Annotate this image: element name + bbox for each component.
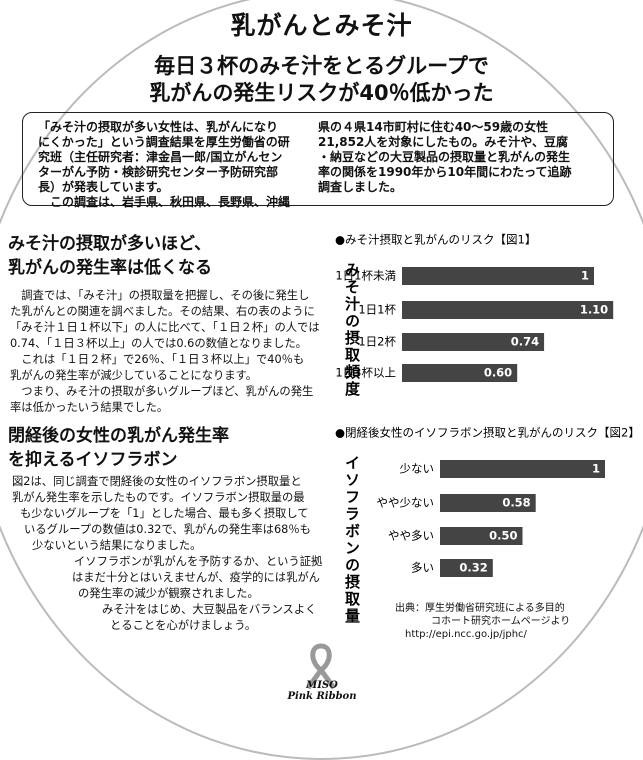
body-line: つまり、みそ汁の摂取が多いグループほど、乳がんの発生 xyxy=(10,385,314,398)
bar xyxy=(402,301,614,319)
section-heading: みそ汁の摂取が多いほど、 乳がんの発生率は低くなる xyxy=(8,232,212,280)
body-line: これは「１日２杯」で26％、「１日３杯以上」で40％も xyxy=(10,353,305,366)
subtitle: 乳がんの発生リスクが40％低かった xyxy=(149,81,494,105)
ribbon-icon xyxy=(305,643,337,690)
source-line: http://epi.ncc.go.jp/jphc/ xyxy=(405,629,527,640)
category-label: 多い xyxy=(411,561,434,575)
body-line: 率は低かったいう結果でした。 xyxy=(10,401,169,414)
bar xyxy=(440,559,493,577)
body-line: 乳がんの発生率が減少していることになります。 xyxy=(10,369,258,382)
summary-line: 長）が発表しています。 xyxy=(38,180,169,194)
body-line: はまだ十分とはいえませんが、疫学的には乳がん xyxy=(72,571,320,584)
bar xyxy=(402,267,594,285)
category-label: 1日2杯 xyxy=(358,335,396,349)
category-label: やや少ない xyxy=(377,496,435,510)
category-label: 1日1杯 xyxy=(358,303,396,317)
title: 乳がんとみそ汁 xyxy=(230,11,413,40)
category-label: 1日1杯未満 xyxy=(335,269,396,283)
summary-left: 「みそ汁の摂取が多い女性は、乳がんになり にくかった」という調査結果を厚生労働省の… xyxy=(38,120,290,210)
body-line: みそ汁をはじめ、大豆製品をバランスよく xyxy=(102,603,317,616)
chart-title: ●閉経後女性のイソフラボン摂取と乳がんのリスク【図2】 xyxy=(335,426,640,440)
value-label: 0.74 xyxy=(511,335,539,349)
value-label: 1 xyxy=(592,462,600,476)
body-line: も少ないグループを「1」とした場合、最も多く摂取して xyxy=(20,507,309,520)
summary-right: 県の４県14市町村に住む40～59歳の女性 21,852人を対象にしたもの。みそ汁… xyxy=(318,120,572,195)
value-label: 0.60 xyxy=(484,366,512,380)
bar xyxy=(402,364,518,382)
source-line: コホート研究ホームページより xyxy=(431,616,571,627)
category-label: 少ない xyxy=(400,462,435,476)
ribbon-shape xyxy=(305,643,337,690)
category-label: 1日3杯以上 xyxy=(335,366,396,380)
body-line: 調査では、「みそ汁」の摂取量を把握し、その後に発生し xyxy=(10,289,310,302)
source-line: 出典：厚生労働省研究班による多目的 xyxy=(395,603,565,614)
bar xyxy=(440,460,605,478)
value-label: 0.50 xyxy=(489,529,517,543)
bar xyxy=(440,527,523,545)
summary-line: 県の４県14市町村に住む40～59歳の女性 xyxy=(318,120,549,134)
value-label: 0.58 xyxy=(502,496,530,510)
summary-line: 究班（主任研究者：津金昌一郎/国立がんセン xyxy=(38,150,283,164)
ribbon-label: MISO Pink Ribbon xyxy=(262,680,382,702)
summary-line: にくかった」という調査結果を厚生労働省の研 xyxy=(38,135,290,149)
section-body: 調査では、「みそ汁」の摂取量を把握し、その後に発生し た乳がんとの関連を調べました… xyxy=(10,288,320,416)
section-body: 図2は、同じ調査で閉経後の女性のイソフラボン摂取量と 乳がん発生率を示したものです… xyxy=(12,474,322,634)
bar xyxy=(402,333,545,351)
value-label: 0.32 xyxy=(459,561,487,575)
ribbon-line: MISO xyxy=(306,680,338,691)
summary-line: 率の関係を1990年から10年間にわたって追跡 xyxy=(318,165,572,179)
value-label: 1 xyxy=(581,269,589,283)
value-label: 1.10 xyxy=(580,303,608,317)
body-line: 少ないという結果になりました。 xyxy=(32,539,202,552)
chart-title: ●みそ汁摂取と乳がんのリスク【図1】 xyxy=(335,233,536,247)
summary-line: この調査は、岩手県、秋田県、長野県、沖縄 xyxy=(38,195,291,209)
subtitle: 毎日３杯のみそ汁をとるグループで xyxy=(154,54,489,78)
body-line: の発生率の減少が観察されました。 xyxy=(78,587,259,600)
summary-line: ・納豆などの大豆製品の摂取量と乳がんの発生 xyxy=(318,150,571,164)
summary-line: 「みそ汁の摂取が多い女性は、乳がんになり xyxy=(38,120,279,134)
summary-line: ターがん予防・検診研究センター予防研究部 xyxy=(38,165,279,179)
heading-line: を抑えるイソフラボン xyxy=(8,450,178,470)
body-line: いるグループの数値は0.32で、乳がんの発生率は68％も xyxy=(24,523,311,536)
body-line: とることを心がけましょう。 xyxy=(110,619,257,632)
source: 出典：厚生労働省研究班による多目的 コホート研究ホームページより http://… xyxy=(395,602,570,641)
heading-line: みそ汁の摂取が多いほど、 xyxy=(8,234,212,254)
category-label: やや多い xyxy=(388,529,434,543)
y-axis-label: イソフラボンの摂取量 xyxy=(343,455,361,625)
body-line: 乳がん発生率を示したものです。イソフラボン摂取量の最 xyxy=(12,491,305,504)
body-line: た乳がんとの関連を調べました。その結果、右の表のように xyxy=(10,305,315,318)
section-heading: 閉経後の女性の乳がん発生率 を抑えるイソフラボン xyxy=(8,424,229,472)
body-line: 0.74、「１日３杯以上」の人では0.6の数値となりました。 xyxy=(10,337,307,350)
ribbon-line: Pink Ribbon xyxy=(287,691,357,702)
heading-line: 閉経後の女性の乳がん発生率 xyxy=(8,426,229,446)
heading-line: 乳がんの発生率は低くなる xyxy=(8,258,212,278)
body-line: 「みそ汁１日１杯以下」の人に比べて、「１日２杯」の人では xyxy=(10,321,320,334)
body-line: 図2は、同じ調査で閉経後の女性のイソフラボン摂取量と xyxy=(12,475,302,488)
bar xyxy=(440,494,536,512)
summary-line: 調査しました。 xyxy=(318,180,403,194)
summary-line: 21,852人を対象にしたもの。みそ汁や、豆腐 xyxy=(318,135,568,149)
summary-box xyxy=(22,112,614,206)
y-axis-label: みそ汁の摂取頻度 xyxy=(343,262,361,398)
body-line: イソフラボンが乳がんを予防するか、という証拠 xyxy=(74,555,323,568)
